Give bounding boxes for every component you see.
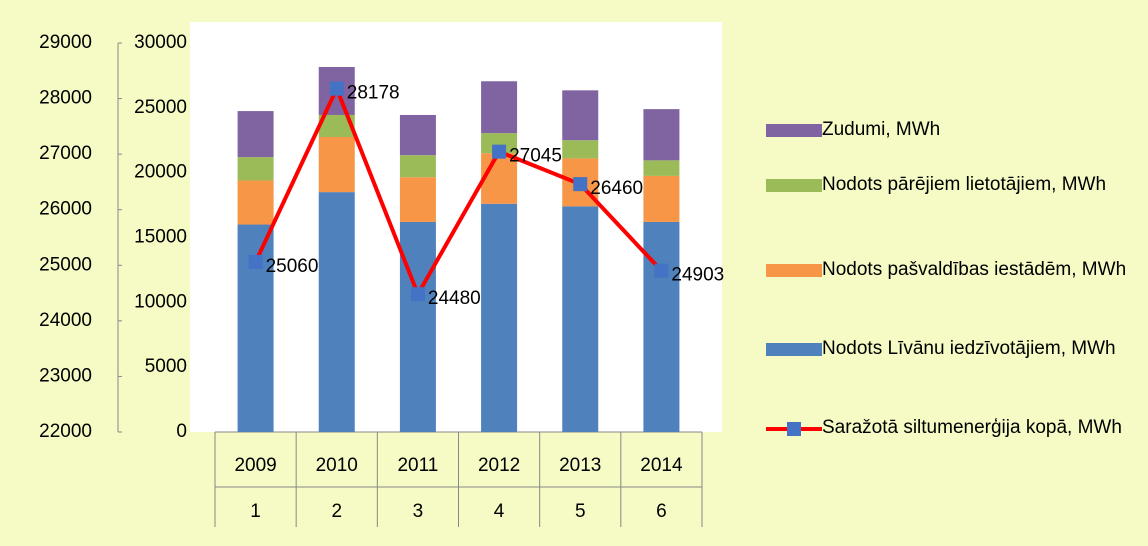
legend-label: Zudumi, MWh: [822, 119, 941, 140]
x-tick-label: 2013: [559, 455, 601, 476]
legend-label: Nodots Līvānu iedzīvotājiem, MWh: [822, 338, 1116, 359]
x-tick-label: 2011: [397, 455, 438, 476]
data-label: 24480: [428, 288, 481, 309]
y-tick-label: 22000: [39, 421, 92, 442]
y-tick-label: 24000: [39, 310, 92, 331]
legend-item: Zudumi, MWh: [766, 117, 1142, 143]
line-marker: [573, 177, 588, 192]
bar-segment: [481, 153, 518, 204]
line-marker: [410, 287, 425, 302]
y-tick-label: 29000: [39, 32, 92, 53]
line-marker: [654, 263, 669, 278]
x-tick-number: 6: [656, 501, 667, 522]
legend-swatch: [766, 343, 822, 356]
legend-marker: [787, 422, 801, 436]
bar-segment: [237, 157, 274, 181]
y2-tick-label: 30000: [134, 32, 187, 53]
legend-item: Nodots pašvaldības iestādēm, MWh: [766, 257, 1142, 283]
x-tick-label: 2012: [478, 455, 520, 476]
bar-segment: [399, 177, 436, 222]
legend-swatch: [766, 264, 822, 277]
x-tick-number: 3: [413, 501, 424, 522]
legend-item: Saražotā siltumenerģija kopā, MWh: [766, 415, 1142, 441]
x-tick-number: 5: [575, 501, 586, 522]
bar-segment: [399, 114, 436, 156]
legend-label: Nodots pašvaldības iestādēm, MWh: [822, 259, 1127, 280]
legend-swatch: [766, 422, 822, 436]
bar-segment: [318, 192, 355, 432]
x-tick-label: 2014: [640, 455, 683, 476]
y-tick-label: 28000: [39, 88, 92, 109]
bar-segment: [481, 81, 518, 134]
line-series: [253, 83, 663, 299]
bar-segment: [481, 203, 518, 432]
data-label: 25060: [266, 256, 319, 277]
data-label: 24903: [671, 265, 724, 286]
bar-segment: [643, 221, 680, 432]
legend-swatch: [766, 124, 822, 137]
data-label: 26460: [590, 178, 643, 199]
y-tick-label: 25000: [39, 254, 92, 275]
bar-segment: [643, 175, 680, 222]
bar-segment: [237, 111, 274, 158]
x-tick-number: 1: [250, 501, 261, 522]
y2-tick-label: 10000: [134, 291, 187, 312]
legend-swatch: [766, 179, 822, 192]
x-tick-number: 2: [331, 501, 342, 522]
x-tick-label: 2010: [316, 455, 358, 476]
y-tick-label: 26000: [39, 199, 92, 220]
line-marker: [329, 81, 344, 96]
bar-segment: [562, 90, 599, 141]
legend-item: Nodots Līvānu iedzīvotājiem, MWh: [766, 336, 1142, 362]
data-label: 27045: [509, 146, 562, 167]
y2-tick-label: 15000: [134, 227, 187, 248]
data-label: 28178: [347, 83, 400, 104]
line-marker: [248, 254, 263, 269]
line-marker: [492, 144, 507, 159]
bar-segment: [481, 133, 518, 154]
bar-segment: [643, 109, 680, 161]
bar-segment: [399, 155, 436, 178]
legend-label: Saražotā siltumenerģija kopā, MWh: [822, 417, 1122, 438]
bar-segment: [562, 206, 599, 432]
y2-tick-label: 20000: [134, 162, 187, 183]
x-tick-label: 2009: [234, 455, 276, 476]
y-tick-label: 23000: [39, 365, 92, 386]
bar-segment: [318, 114, 355, 138]
y2-tick-label: 25000: [134, 97, 187, 118]
bar-segment: [318, 137, 355, 193]
legend-label: Nodots pārējiem lietotājiem, MWh: [822, 174, 1107, 195]
bar-segment: [643, 160, 680, 176]
y-tick-label: 27000: [39, 143, 92, 164]
bar-segment: [399, 221, 436, 432]
x-tick-number: 4: [494, 501, 505, 522]
bar-segment: [237, 180, 274, 225]
y2-tick-label: 5000: [145, 356, 187, 377]
bar-segment: [562, 140, 599, 159]
legend-item: Nodots pārējiem lietotājiem, MWh: [766, 172, 1142, 198]
y2-tick-label: 0: [176, 421, 187, 442]
